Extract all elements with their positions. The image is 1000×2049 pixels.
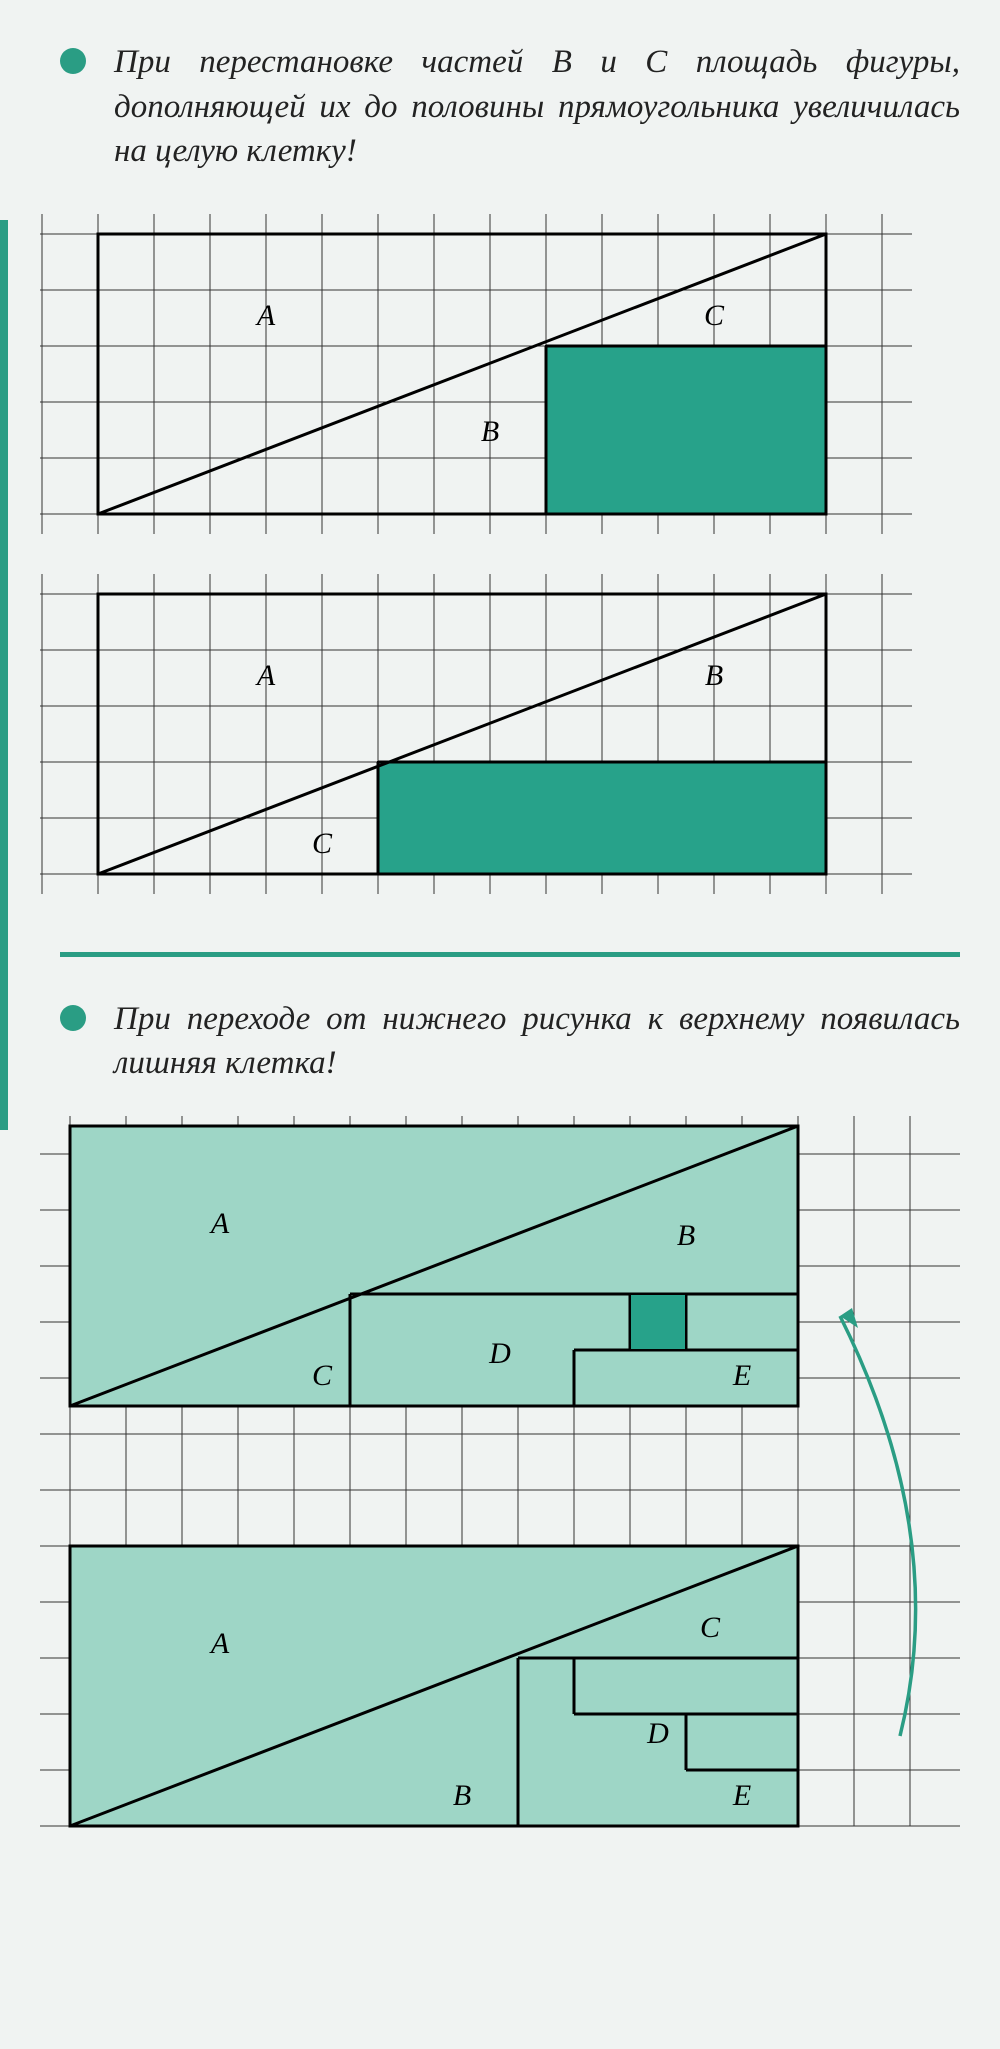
section-divider [60, 952, 960, 957]
figure-3-4: A B C D E A B C D E [40, 1116, 960, 1856]
bullet-dot [60, 48, 86, 74]
arrow-path [840, 1316, 916, 1736]
svg-text:E: E [732, 1359, 751, 1392]
svg-text:B: B [453, 1779, 471, 1812]
figure-2: A B C [40, 564, 960, 904]
svg-text:A: A [255, 299, 276, 332]
bullet-text-1: При перестановке частей B и C площадь фи… [114, 40, 960, 174]
svg-text:E: E [732, 1779, 751, 1812]
svg-text:B: B [677, 1219, 695, 1252]
svg-text:C: C [312, 827, 333, 860]
svg-text:B: B [481, 415, 499, 448]
figure-1: A B C [40, 204, 960, 544]
bullet-2: При переходе от нижнего рисунка к верхне… [60, 997, 960, 1086]
svg-text:C: C [704, 299, 725, 332]
svg-text:A: A [255, 659, 276, 692]
bullet-text-2: При переходе от нижнего рисунка к верхне… [114, 997, 960, 1086]
bullet-dot [60, 1005, 86, 1031]
bullet-1: При перестановке частей B и C площадь фи… [60, 40, 960, 174]
svg-text:D: D [488, 1337, 511, 1370]
svg-text:A: A [209, 1627, 230, 1660]
svg-text:D: D [646, 1717, 669, 1750]
svg-text:C: C [700, 1611, 721, 1644]
svg-text:B: B [705, 659, 723, 692]
page-accent-bar [0, 220, 8, 1130]
svg-text:A: A [209, 1207, 230, 1240]
svg-text:C: C [312, 1359, 333, 1392]
